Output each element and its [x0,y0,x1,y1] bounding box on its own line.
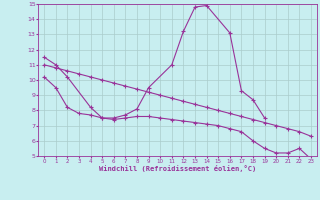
X-axis label: Windchill (Refroidissement éolien,°C): Windchill (Refroidissement éolien,°C) [99,165,256,172]
